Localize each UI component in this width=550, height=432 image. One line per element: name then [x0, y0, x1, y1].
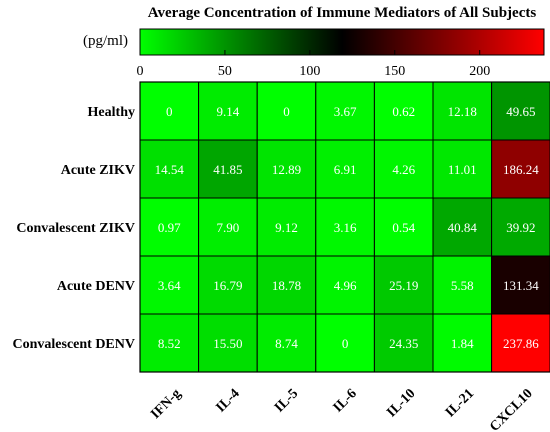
heatmap-cell — [491, 81, 550, 141]
cell-value-label: 12.18 — [448, 104, 477, 119]
cell-value-label: 49.65 — [506, 104, 535, 119]
heatmap-cell — [256, 313, 317, 373]
cell-value-label: 1.84 — [451, 336, 474, 351]
heatmap-cell — [139, 313, 200, 373]
row-label: Convalescent ZIKV — [16, 221, 135, 236]
cell-value-label: 12.89 — [272, 162, 301, 177]
heatmap-cell — [315, 139, 375, 199]
column-label: IL-6 — [331, 386, 360, 415]
column-label: IL-10 — [384, 386, 418, 420]
heatmap-cell — [491, 139, 550, 199]
cell-value-label: 7.90 — [217, 220, 240, 235]
cell-values: 0 9.14 0 3.67 0.62 12.18 49.65 14.54 41.85 12.89 6… — [155, 104, 540, 351]
heatmap-cell — [432, 139, 493, 199]
cell-value-label: 8.74 — [275, 336, 298, 351]
cell-value-label: 0 — [342, 336, 349, 351]
cell-value-label: 0 — [283, 104, 290, 119]
colorbar-ticks: 0 50 100 150 200 — [137, 50, 490, 79]
heatmap-cell — [491, 197, 550, 257]
colorbar-tick-label: 100 — [299, 64, 320, 79]
cell-value-label: 9.14 — [217, 104, 240, 119]
cell-value-label: 0.62 — [392, 104, 415, 119]
cell-value-label: 39.92 — [506, 220, 535, 235]
cell-value-label: 3.67 — [334, 104, 357, 119]
heatmap-cell — [432, 197, 493, 257]
column-label: IL-4 — [213, 386, 242, 415]
cell-value-label: 131.34 — [503, 278, 539, 293]
cell-value-label: 11.01 — [448, 162, 477, 177]
heatmap-cell — [198, 197, 258, 257]
heatmap-cells — [139, 81, 550, 373]
cell-value-label: 9.12 — [275, 220, 298, 235]
cell-value-label: 15.50 — [213, 336, 242, 351]
cell-value-label: 5.58 — [451, 278, 474, 293]
heatmap-cell — [491, 313, 550, 373]
colorbar-tick-label: 150 — [384, 64, 405, 79]
heatmap-cell — [139, 197, 200, 257]
chart-title: Average Concentration of Immune Mediator… — [148, 5, 537, 21]
heatmap-cell — [256, 255, 317, 315]
cell-value-label: 3.16 — [334, 220, 357, 235]
cell-value-label: 186.24 — [503, 162, 539, 177]
cell-value-label: 0 — [166, 104, 173, 119]
row-label: Acute ZIKV — [61, 163, 135, 178]
column-label: CXCL10 — [487, 386, 536, 432]
heatmap-cell — [315, 197, 375, 257]
cell-value-label: 4.26 — [392, 162, 415, 177]
cell-value-label: 237.86 — [503, 336, 539, 351]
heatmap-cell — [373, 313, 434, 373]
unit-label: (pg/ml) — [83, 33, 128, 49]
heatmap-cell — [198, 255, 258, 315]
heatmap-cell — [139, 255, 200, 315]
heatmap-cell — [139, 81, 200, 141]
column-label: IL-5 — [272, 386, 301, 415]
cell-value-label: 18.78 — [272, 278, 301, 293]
colorbar — [139, 28, 545, 56]
cell-value-label: 24.35 — [389, 336, 418, 351]
heatmap-cell — [491, 255, 550, 315]
cell-value-label: 41.85 — [213, 162, 242, 177]
colorbar-tick-label: 50 — [218, 64, 232, 79]
row-label: Healthy — [88, 105, 135, 120]
cell-value-label: 40.84 — [448, 220, 478, 235]
row-label: Acute DENV — [57, 279, 135, 294]
cell-value-label: 16.79 — [213, 278, 242, 293]
heatmap-cell — [256, 139, 317, 199]
row-labels: Healthy Acute ZIKV Convalescent ZIKV Acute … — [13, 105, 136, 352]
cell-value-label: 6.91 — [334, 162, 357, 177]
cell-value-label: 0.54 — [392, 220, 415, 235]
grid-border — [139, 81, 550, 373]
cell-value-label: 0.97 — [158, 220, 181, 235]
heatmap-cell — [432, 255, 493, 315]
column-label: IFN-g — [148, 386, 184, 422]
heatmap-cell — [432, 313, 493, 373]
colorbar-tick-label: 0 — [137, 64, 144, 79]
column-labels: IFN-g IL-4 IL-5 IL-6 IL-10 IL-21 CXCL10 — [148, 386, 536, 432]
heatmap-cell — [373, 139, 434, 199]
cell-value-label: 25.19 — [389, 278, 418, 293]
cell-value-label: 3.64 — [158, 278, 181, 293]
colorbar-tick-label: 200 — [469, 64, 490, 79]
column-label: IL-21 — [443, 386, 477, 420]
cell-value-label: 8.52 — [158, 336, 181, 351]
row-label: Convalescent DENV — [13, 337, 136, 352]
cell-value-label: 14.54 — [155, 162, 185, 177]
cell-value-label: 4.96 — [334, 278, 357, 293]
